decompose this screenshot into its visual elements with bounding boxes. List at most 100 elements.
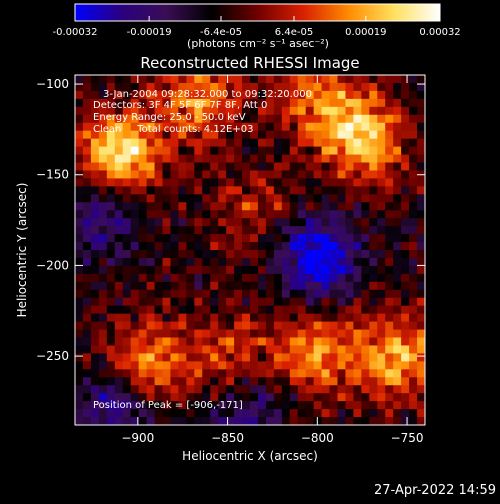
heatmap-cell — [122, 353, 132, 362]
heatmap-cell — [178, 273, 187, 283]
heatmap-cell — [218, 194, 227, 203]
heatmap-cell — [170, 98, 179, 108]
heatmap-cell — [90, 273, 100, 283]
heatmap-cell — [75, 337, 84, 346]
heatmap-cell — [377, 409, 386, 418]
heatmap-cell — [417, 273, 426, 283]
heatmap-cell — [170, 289, 179, 299]
heatmap-cell — [146, 297, 155, 307]
heatmap-cell — [377, 130, 386, 140]
heatmap-cell — [257, 178, 267, 187]
heatmap-cell — [409, 329, 418, 338]
heatmap-cell — [313, 250, 322, 259]
heatmap-cell — [82, 337, 92, 346]
heatmap-cell — [130, 90, 140, 100]
heatmap-cell — [313, 297, 322, 307]
heatmap-cell — [242, 409, 251, 418]
heatmap-cell — [218, 186, 227, 195]
heatmap-cell — [297, 353, 307, 362]
heatmap-cell — [178, 257, 187, 267]
heatmap-cell — [257, 250, 267, 259]
heatmap-cell — [401, 162, 410, 171]
heatmap-cell — [186, 186, 195, 195]
heatmap-cell — [345, 194, 354, 203]
heatmap-cell — [234, 393, 243, 402]
heatmap-cell — [289, 393, 299, 402]
heatmap-cell — [194, 273, 203, 283]
heatmap-cell — [154, 417, 163, 426]
heatmap-cell — [130, 106, 140, 116]
heatmap-cell — [305, 170, 315, 179]
heatmap-cell — [194, 75, 203, 84]
heatmap-cell — [106, 313, 116, 322]
heatmap-cell — [130, 257, 140, 267]
heatmap-cell — [369, 385, 378, 394]
heatmap-cell — [178, 90, 187, 100]
heatmap-cell — [409, 345, 418, 354]
heatmap-cell — [202, 297, 211, 307]
heatmap-cell — [345, 98, 354, 108]
heatmap-cell — [202, 313, 211, 322]
heatmap-cell — [313, 130, 322, 140]
heatmap-cell — [98, 75, 108, 84]
heatmap-cell — [361, 114, 370, 124]
heatmap-cell — [337, 305, 346, 315]
heatmap-cell — [393, 393, 402, 402]
heatmap-cell — [170, 234, 179, 243]
heatmap-cell — [377, 75, 386, 84]
heatmap-cell — [82, 234, 92, 243]
heatmap-cell — [401, 369, 410, 378]
heatmap-cell — [361, 345, 370, 354]
heatmap-cell — [114, 98, 124, 108]
heatmap-cell — [170, 297, 179, 307]
heatmap-cell — [345, 281, 354, 291]
heatmap-cell — [98, 234, 108, 243]
heatmap-cell — [345, 401, 354, 410]
heatmap-cell — [170, 130, 179, 140]
heatmap-cell — [162, 257, 171, 267]
heatmap-cell — [353, 409, 362, 418]
heatmap-cell — [337, 106, 346, 116]
heatmap-cell — [202, 337, 211, 346]
heatmap-cell — [130, 329, 140, 338]
heatmap-cell — [377, 90, 386, 100]
heatmap-cell — [194, 329, 203, 338]
heatmap-cell — [242, 106, 251, 116]
heatmap-cell — [226, 289, 235, 299]
heatmap-cell — [234, 75, 243, 84]
heatmap-cell — [90, 122, 100, 132]
heatmap-cell — [273, 265, 283, 275]
heatmap-cell — [218, 130, 227, 140]
heatmap-cell — [321, 250, 330, 259]
heatmap-cell — [202, 122, 211, 132]
heatmap-cell — [82, 297, 92, 307]
heatmap-cell — [242, 114, 251, 124]
heatmap-cell — [154, 329, 163, 338]
heatmap-cell — [202, 226, 211, 235]
heatmap-cell — [353, 202, 362, 211]
heatmap-cell — [210, 273, 219, 283]
heatmap-cell — [345, 162, 354, 171]
heatmap-cell — [146, 265, 155, 275]
heatmap-cell — [401, 361, 410, 370]
heatmap-cell — [257, 353, 267, 362]
heatmap-cell — [75, 218, 84, 227]
heatmap-cell — [178, 210, 187, 219]
heatmap-cell — [122, 130, 132, 140]
heatmap-cell — [146, 353, 155, 362]
heatmap-cell — [409, 242, 418, 251]
heatmap-cell — [377, 289, 386, 299]
heatmap-cell — [114, 393, 124, 402]
heatmap-cell — [369, 305, 378, 315]
heatmap-cell — [265, 289, 275, 299]
heatmap-cell — [250, 409, 259, 418]
heatmap-cell — [297, 385, 307, 394]
heatmap-cell — [130, 146, 140, 155]
heatmap-cell — [250, 329, 259, 338]
heatmap-cell — [321, 409, 330, 418]
heatmap-cell — [361, 90, 370, 100]
heatmap-cell — [361, 106, 370, 116]
heatmap-cell — [281, 226, 291, 235]
heatmap-cell — [170, 75, 179, 84]
heatmap-cell — [329, 130, 338, 140]
